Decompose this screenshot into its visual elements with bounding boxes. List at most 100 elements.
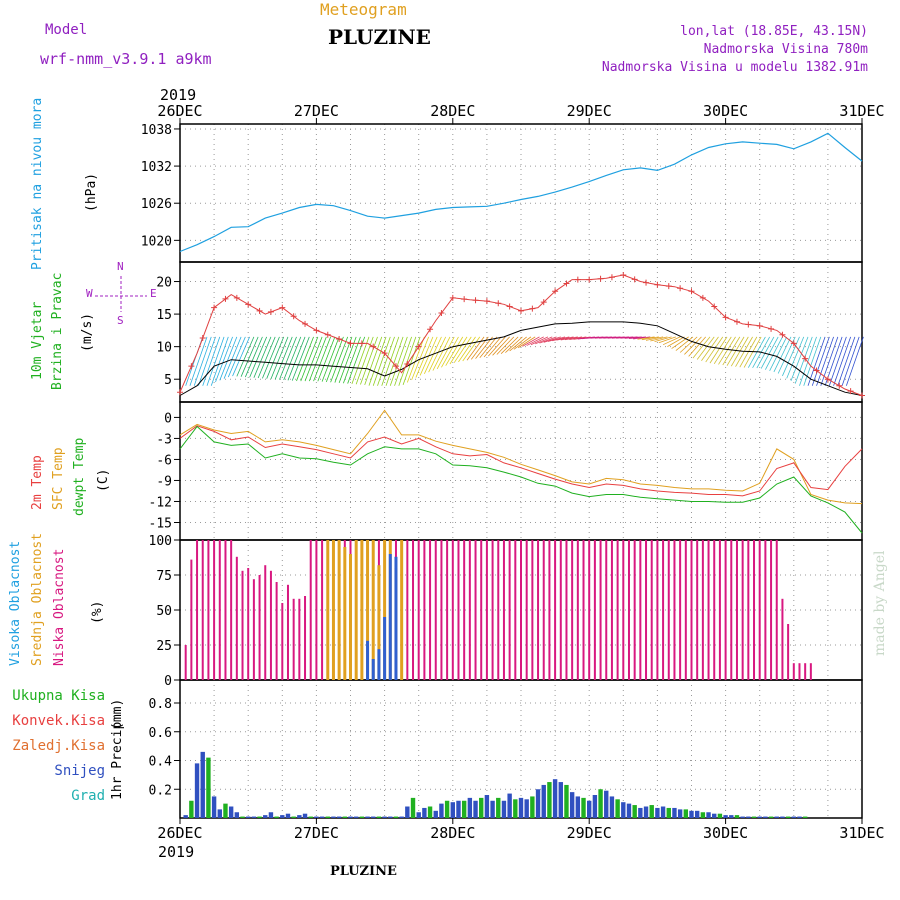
cloud-bar: [707, 540, 710, 680]
precip-bar: [228, 806, 234, 818]
wind-direction-hatch: [360, 336, 378, 385]
precip-bar: [552, 779, 558, 818]
wind-direction-hatch: [713, 336, 732, 365]
wind-direction-hatch: [445, 336, 464, 366]
wind-direction-hatch: [722, 336, 741, 366]
precip-bar: [246, 816, 251, 818]
cloud-bar: [758, 540, 761, 680]
wind-direction-hatch: [760, 336, 779, 369]
cloud-bar: [627, 540, 630, 680]
cloud-bar: [809, 663, 812, 680]
cloud-bar: [412, 540, 415, 680]
precip-bar: [473, 800, 478, 818]
y-tick-label: 100: [149, 534, 172, 549]
cloud-bar: [582, 540, 585, 680]
precip-bar: [592, 795, 598, 818]
precip-bar: [660, 806, 666, 818]
x-tick-label-bottom: 26DEC: [157, 824, 202, 842]
temp-2m-line: [179, 425, 863, 497]
wind-direction-hatch: [675, 336, 694, 351]
wind-direction-hatch: [227, 336, 246, 378]
precip-bar: [274, 816, 279, 818]
wind-gust-marker: [768, 325, 775, 332]
precip-bar: [410, 797, 416, 818]
cloud-bar: [457, 540, 460, 680]
cloud-bar: [213, 540, 216, 680]
wind-direction-hatch: [794, 336, 813, 384]
precip-bar: [240, 816, 245, 818]
cloud-bar: [559, 540, 562, 680]
precip-bar: [200, 751, 205, 818]
y-tick-label: 50: [156, 604, 172, 619]
cloud-bar: [331, 540, 335, 680]
cloud-bar: [366, 540, 370, 680]
wind-direction-hatch: [291, 336, 310, 381]
wind-direction-hatch: [765, 336, 783, 370]
precip-bar: [791, 816, 796, 818]
cloud-bar: [241, 570, 244, 680]
wind-direction-hatch: [385, 336, 404, 386]
wind-gust-marker: [608, 274, 615, 281]
wind-gust-marker: [245, 301, 252, 308]
wind-gust-marker: [506, 303, 513, 310]
wind-direction-hatch: [202, 336, 221, 386]
cloud-bar: [525, 540, 528, 680]
wind-direction-hatch: [816, 336, 834, 386]
y-tick-label: 10: [156, 341, 172, 356]
coords: lon,lat (18.85E, 43.15N): [680, 24, 868, 39]
precip-bar: [666, 807, 671, 818]
x-tick-label-bottom: 29DEC: [567, 824, 612, 842]
precip-bar: [399, 816, 404, 818]
cloud-bar: [292, 598, 295, 680]
wind-gust-marker: [779, 331, 786, 338]
wind-gust-marker: [392, 363, 399, 370]
wind-direction-hatch: [462, 336, 481, 362]
x-tick-label-top: 27DEC: [294, 102, 339, 120]
cloud-bar: [662, 540, 665, 680]
y-tick-label: 0.2: [149, 783, 172, 798]
cloud-bar: [701, 540, 704, 680]
wind-gust-marker: [756, 322, 763, 329]
precip-bar: [422, 807, 427, 818]
precip-bar: [757, 816, 762, 818]
wind-direction-hatch: [257, 336, 276, 379]
cloud-bar: [645, 540, 648, 680]
cloud-bar: [656, 540, 659, 680]
precip-bar: [604, 790, 609, 818]
cloud-bar: [406, 540, 409, 680]
wind-direction-hatch: [509, 336, 527, 352]
precip-bar: [223, 803, 228, 818]
precip-bar: [359, 816, 365, 818]
wind-direction-hatch: [564, 336, 583, 341]
wind-gust-marker: [256, 307, 263, 314]
wind-gust-marker: [813, 367, 820, 374]
y-tick-label: 25: [156, 639, 172, 654]
wind-direction-hatch: [325, 336, 344, 383]
wind-gust-marker: [665, 283, 672, 290]
wind-gust-marker: [313, 327, 320, 334]
precip-bar: [433, 810, 438, 818]
wind-gust-marker: [199, 334, 206, 341]
wind-direction-hatch: [684, 336, 702, 355]
cloud-bar: [605, 540, 608, 680]
wind-direction-hatch: [803, 336, 822, 386]
wind-direction-hatch: [338, 336, 357, 384]
precip-bar: [416, 812, 421, 818]
wind-direction-hatch: [432, 336, 451, 371]
cloud-bar: [684, 540, 687, 680]
cloud-bar: [673, 540, 676, 680]
precip-bar: [444, 800, 450, 818]
wind-gust-marker: [290, 313, 297, 320]
precip-bar: [342, 816, 348, 818]
wind-direction-hatch: [198, 336, 216, 386]
precip-bar: [439, 803, 444, 818]
wind-direction-hatch: [679, 336, 698, 353]
precip-bar: [393, 816, 399, 818]
precip-bar: [450, 802, 455, 818]
cloud-bar: [451, 540, 454, 680]
precip-bar: [575, 796, 581, 818]
wind-gust-marker: [836, 382, 843, 389]
precip-bar: [524, 799, 529, 818]
year-bottom: 2019: [158, 843, 195, 861]
wind-gust-marker: [597, 275, 604, 282]
